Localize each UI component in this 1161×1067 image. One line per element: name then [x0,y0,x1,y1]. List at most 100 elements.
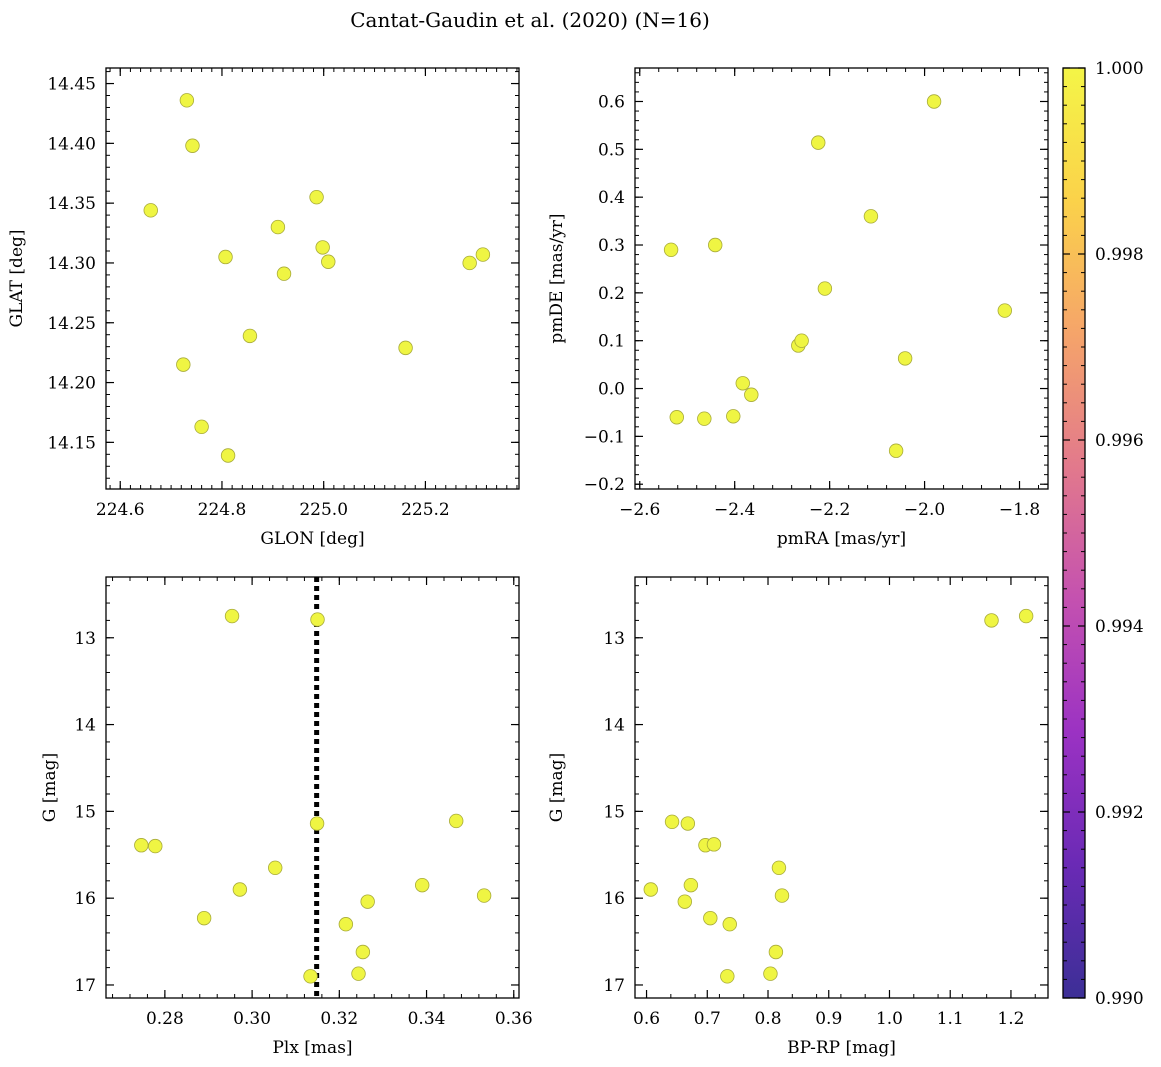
y-axis-label: GLAT [deg] [7,229,27,327]
y-tick-label: 16 [603,889,625,909]
data-point [360,894,375,909]
x-tick-label: 1.1 [937,1009,964,1029]
data-point [268,860,283,875]
data-point [771,860,787,875]
data-point [663,242,679,257]
y-tick-label: 13 [74,629,96,649]
data-point [309,189,324,205]
y-tick-label: 14.20 [47,374,96,394]
data-point [476,888,492,903]
data-point [224,608,240,624]
data-point [664,814,680,829]
data-point [683,877,699,893]
x-tick-label: 0.8 [754,1009,781,1029]
panel-pmra-pmde: −2.6 −2.4 −2.2 −2.0 −1.8 −0.2 −0.1 0.0 0.1 0.2 0.3… [547,67,1049,549]
data-point [680,816,696,831]
y-tick-label: −0.1 [584,427,625,447]
data-point [744,387,759,402]
data-point [303,969,318,984]
colorbar: 0.990 0.992 0.994 0.996 0.998 1.000 [1062,59,1144,1009]
data-point [669,410,684,425]
data-point [218,249,233,265]
data-point [194,419,209,435]
data-point [703,910,718,926]
y-tick-label: 14.40 [47,134,96,154]
data-point [196,910,212,926]
data-point [926,94,942,109]
data-point [997,303,1013,318]
x-axis-label: pmRA [mas/yr] [777,529,906,549]
data-point [817,281,833,296]
x-axis-label: Plx [mas] [272,1038,352,1058]
y-tick-label: 14.45 [47,75,96,95]
axes-frame [105,576,520,999]
x-tick-label: 0.6 [633,1009,660,1029]
y-tick-label: 0.4 [598,188,625,208]
y-tick-label: 17 [74,976,96,996]
colorbar-tick-label: 0.994 [1095,617,1144,637]
axes-frame [105,67,520,490]
data-point [735,376,750,391]
x-tick-label: −2.4 [714,500,755,520]
data-point [763,966,778,981]
data-point [475,247,491,262]
data-point [768,944,784,960]
data-point [310,612,325,627]
data-point [888,443,904,458]
y-tick-label: 14.30 [47,254,96,274]
data-point [232,882,248,897]
data-point [185,138,200,153]
x-tick-label: −1.8 [999,500,1040,520]
y-tick-label: 17 [603,976,625,996]
y-tick-label: 0.6 [598,92,625,112]
colorbar-tick-label: 1.000 [1095,59,1144,79]
y-axis-label: pmDE [mas/yr] [547,213,567,343]
data-point [722,917,737,932]
data-point [176,357,191,372]
x-tick-label: 0.30 [233,1009,271,1029]
data-point [794,333,809,348]
data-point [811,135,826,150]
x-tick-label: −2.6 [619,500,660,520]
data-point [134,838,149,853]
y-tick-label: 16 [74,889,96,909]
colorbar-tick-label: 0.992 [1095,803,1144,823]
y-tick-label: 0.2 [598,284,625,304]
panel-plx-g: 0.28 0.30 0.32 0.34 0.36 13 14 15 16 17 Plx [mas] G… [40,576,533,1058]
y-tick-label: 14.15 [47,433,96,453]
y-tick-label: 14 [603,716,625,736]
data-point [242,328,258,344]
data-point [720,969,735,984]
data-point [774,888,790,903]
data-point [462,255,477,271]
data-point [309,816,325,831]
panel-bprp-g: 0.6 0.7 0.8 0.9 1.0 1.1 1.2 13 14 15 16 17 BP-RP [ma… [547,576,1049,1058]
x-tick-label: 0.9 [815,1009,842,1029]
scatter-panels: 224.6 224.8 225.0 225.2 14.15 14.20 14.25 14.30… [7,67,1049,1058]
data-point [270,219,286,235]
y-tick-label: 14.35 [47,194,96,214]
y-axis-label: G [mag] [547,753,567,822]
x-tick-label: 224.6 [96,500,145,520]
x-tick-label: 224.8 [198,500,247,520]
x-tick-label: 0.36 [495,1009,533,1029]
y-tick-label: 13 [603,629,625,649]
x-axis-label: BP-RP [mag] [787,1038,896,1058]
x-tick-label: 0.32 [320,1009,358,1029]
y-tick-label: −0.2 [584,475,625,495]
data-point [414,877,430,893]
x-tick-label: 225.2 [401,500,450,520]
y-tick-label: 14.25 [47,314,96,334]
x-tick-label: 0.34 [408,1009,446,1029]
data-point [338,917,354,932]
data-point [351,966,366,981]
data-point [643,882,658,897]
data-point [355,944,371,960]
y-tick-label: 14 [74,716,96,736]
data-point [148,838,163,854]
axes-frame [634,67,1049,490]
data-point [143,203,158,218]
x-tick-label: −2.0 [904,500,945,520]
y-tick-label: 0.1 [598,332,625,352]
